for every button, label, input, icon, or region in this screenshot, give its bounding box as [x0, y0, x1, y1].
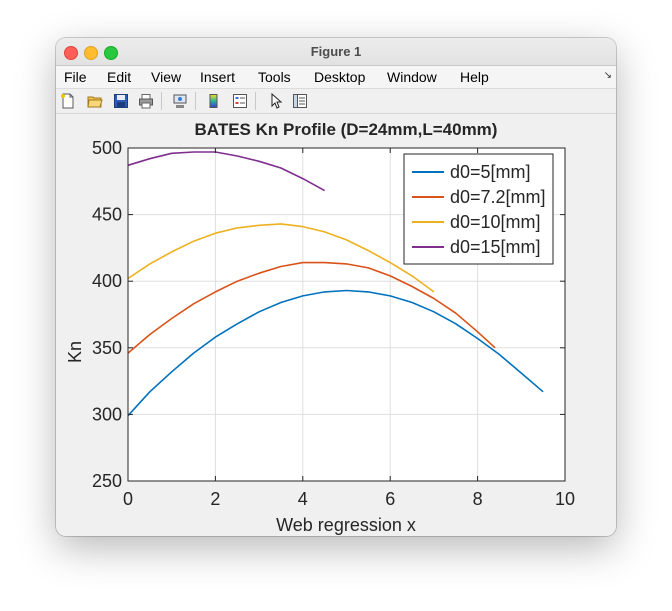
- menu-window[interactable]: Window: [387, 69, 437, 85]
- x-tick-label: 8: [473, 489, 483, 509]
- figure-canvas: BATES Kn Profile (D=24mm,L=40mm) 0 2 4 6 8 10…: [56, 114, 616, 536]
- menu-desktop[interactable]: Desktop: [314, 69, 366, 85]
- y-tick-label: 450: [92, 205, 122, 225]
- y-tick-label: 250: [92, 471, 122, 491]
- menu-file[interactable]: File: [64, 69, 87, 85]
- link-plot-icon[interactable]: [172, 93, 188, 109]
- menu-edit[interactable]: Edit: [107, 69, 132, 85]
- minimize-window-button[interactable]: [84, 46, 98, 60]
- y-tick-label: 500: [92, 138, 122, 158]
- legend-entry-3: d0=10[mm]: [450, 212, 541, 232]
- chart-title: BATES Kn Profile (D=24mm,L=40mm): [195, 120, 498, 139]
- figure-window: Figure 1 File Edit View Insert Tools Des…: [56, 38, 616, 536]
- series-line-2[interactable]: [127, 261, 496, 354]
- y-tick-label: 300: [92, 404, 122, 424]
- open-file-icon[interactable]: [87, 93, 103, 109]
- plot-area[interactable]: 0 2 4 6 8 10 250 300 350 400 450 500 d0=5[mm] d0=7.2[…: [92, 138, 575, 509]
- toolbar-separator: [161, 92, 162, 110]
- x-tick-label: 10: [555, 489, 575, 509]
- close-window-button[interactable]: [64, 46, 78, 60]
- x-axis-label: Web regression x: [276, 515, 416, 535]
- x-tick-label: 6: [385, 489, 395, 509]
- legend-entry-2: d0=7.2[mm]: [450, 187, 546, 207]
- menu-view[interactable]: View: [151, 69, 182, 85]
- x-tick-label: 4: [298, 489, 308, 509]
- edit-plot-pointer-icon[interactable]: [268, 93, 284, 109]
- legend-entry-1: d0=5[mm]: [450, 162, 531, 182]
- x-tick-label: 0: [123, 489, 133, 509]
- maximize-window-button[interactable]: [104, 46, 118, 60]
- series-line-3[interactable]: [127, 223, 435, 293]
- legend-icon[interactable]: [232, 93, 248, 109]
- menu-help[interactable]: Help: [460, 69, 489, 85]
- y-tick-label: 350: [92, 338, 122, 358]
- new-figure-icon[interactable]: [60, 93, 76, 109]
- y-axis-label: Kn: [65, 341, 85, 363]
- toolbar: [56, 89, 616, 114]
- menu-bar: File Edit View Insert Tools Desktop Wind…: [56, 66, 616, 89]
- title-bar[interactable]: Figure 1: [56, 38, 616, 66]
- property-inspector-icon[interactable]: [292, 93, 308, 109]
- corner-arrow-icon[interactable]: ↘: [603, 70, 612, 81]
- window-title: Figure 1: [310, 44, 362, 59]
- colorbar-icon[interactable]: [206, 93, 222, 109]
- toolbar-separator: [255, 92, 256, 110]
- toolbar-separator: [195, 92, 196, 110]
- series-line-1[interactable]: [127, 289, 544, 417]
- x-tick-label: 2: [210, 489, 220, 509]
- legend-entry-4: d0=15[mm]: [450, 237, 541, 257]
- menu-insert[interactable]: Insert: [200, 69, 236, 85]
- menu-tools[interactable]: Tools: [258, 69, 291, 85]
- series-line-4[interactable]: [127, 151, 325, 192]
- axes-box: [127, 147, 566, 482]
- print-icon[interactable]: [138, 93, 154, 109]
- y-tick-label: 400: [92, 271, 122, 291]
- save-icon[interactable]: [113, 93, 129, 109]
